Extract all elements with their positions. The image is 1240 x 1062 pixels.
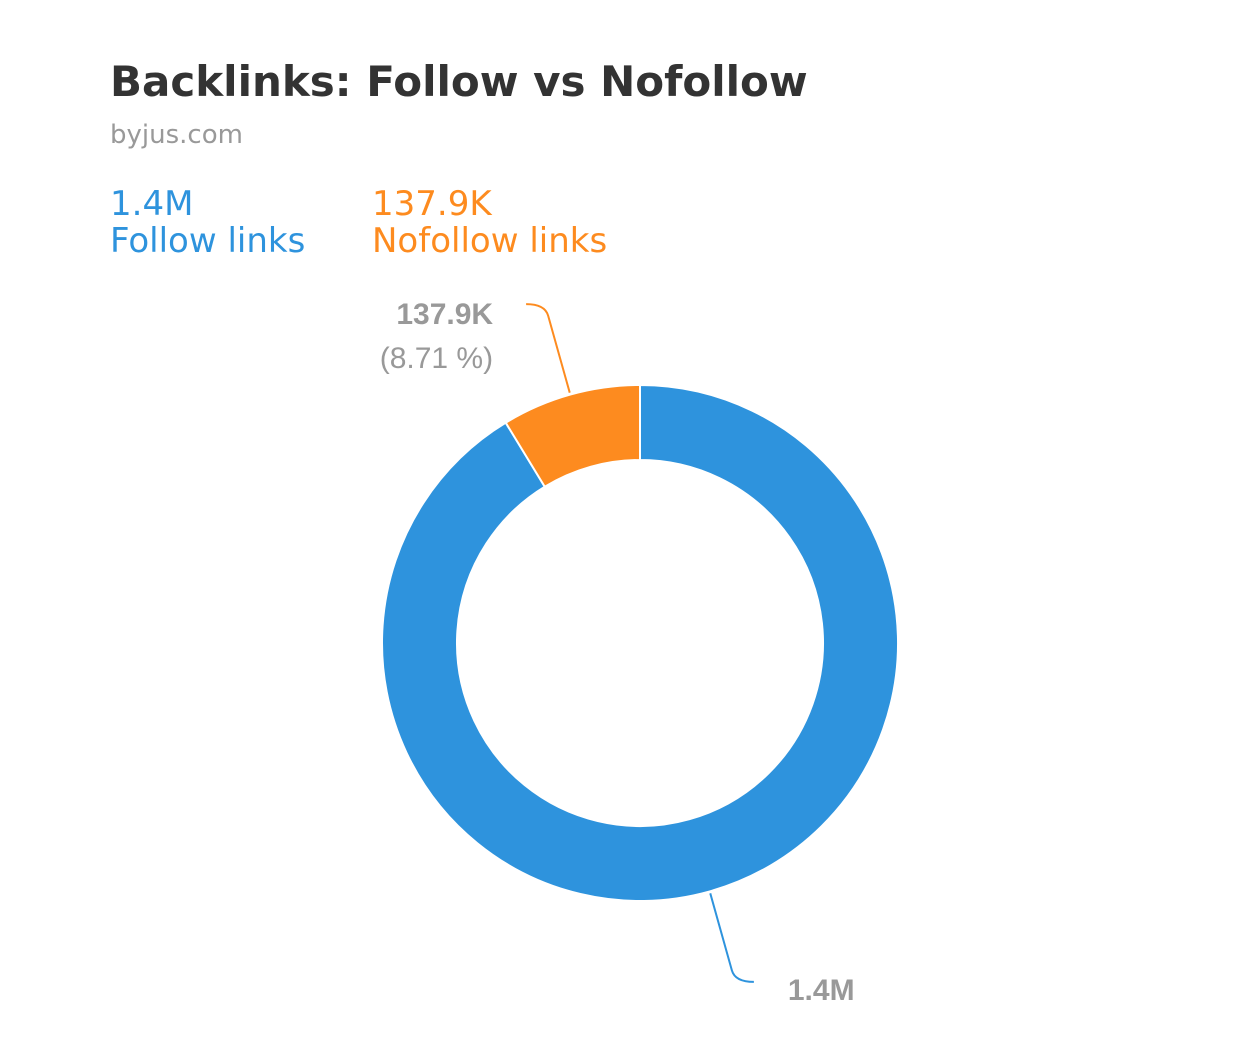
legend-label: Follow links <box>110 221 305 261</box>
legend-label: Nofollow links <box>372 221 607 261</box>
legend-value: 137.9K <box>372 184 493 224</box>
chart-title: Backlinks: Follow vs Nofollow <box>110 57 808 106</box>
chart-subtitle: byjus.com <box>110 120 243 150</box>
data-label-percent: (91.29 %) <box>788 1018 918 1022</box>
legend-value: 1.4M <box>110 184 193 224</box>
leader-line <box>709 893 754 983</box>
leader-line <box>526 303 571 393</box>
data-label-percent: (8.71 %) <box>380 342 493 375</box>
donut-slice <box>381 383 899 902</box>
chart: Backlinks: Follow vs Nofollow byjus.com … <box>110 57 918 1022</box>
data-label-count: 1.4M <box>788 974 855 1007</box>
data-label-count: 137.9K <box>396 298 493 331</box>
donut-slice <box>504 383 641 489</box>
